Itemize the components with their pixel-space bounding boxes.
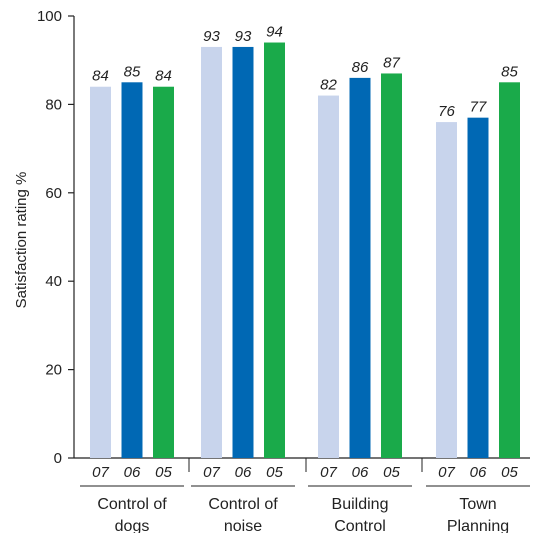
series-label-05: 05 [501, 464, 518, 481]
series-label-05: 05 [383, 464, 400, 481]
y-ticks: 0 20 40 60 80 100 [37, 8, 74, 467]
group-separators [188, 458, 423, 472]
bar-06 [232, 46, 254, 458]
bar-07 [201, 46, 222, 458]
series-label-06: 06 [352, 464, 369, 481]
value-label: 82 [320, 77, 337, 94]
bar-06 [121, 82, 143, 459]
value-label: 76 [438, 103, 455, 120]
category-label: Building [332, 496, 389, 513]
value-label: 94 [266, 24, 283, 41]
bar-06 [467, 117, 489, 458]
category-label: Control [334, 518, 386, 533]
bar-05 [499, 82, 520, 459]
y-tick-label: 40 [45, 273, 62, 290]
value-label: 85 [124, 63, 141, 80]
value-label: 85 [501, 63, 518, 80]
series-label-07: 07 [92, 464, 109, 481]
bar-05 [381, 73, 402, 459]
y-tick-label: 0 [54, 450, 62, 467]
bar-05 [264, 42, 285, 459]
series-label-07: 07 [320, 464, 337, 481]
category-label: Control of [97, 496, 167, 513]
y-tick-label: 60 [45, 185, 62, 202]
bar-06 [349, 77, 371, 458]
y-tick-label: 20 [45, 362, 62, 379]
category-label: noise [224, 518, 262, 533]
series-label-06: 06 [470, 464, 487, 481]
value-label: 93 [203, 28, 220, 45]
value-label: 86 [352, 59, 369, 76]
category-label: Control of [208, 496, 278, 513]
series-label-06: 06 [235, 464, 252, 481]
value-label: 84 [155, 68, 172, 85]
bar-07 [90, 86, 111, 458]
value-label: 87 [383, 54, 400, 71]
bars [90, 42, 520, 459]
series-label-05: 05 [266, 464, 283, 481]
value-label: 77 [470, 99, 487, 116]
category-labels: Control of dogs Control of noise Building Con… [80, 485, 530, 533]
value-label: 93 [235, 28, 252, 45]
category-label: Planning [447, 518, 509, 533]
bar-07 [436, 122, 457, 458]
value-label: 84 [92, 68, 109, 85]
value-labels: 84 85 84 93 93 94 82 86 87 76 77 85 [92, 24, 518, 121]
bar-07 [318, 95, 339, 458]
category-label: Town [459, 496, 496, 513]
series-label-05: 05 [155, 464, 172, 481]
series-labels: 07 06 05 07 06 05 07 06 05 07 06 05 [92, 464, 518, 481]
series-label-07: 07 [203, 464, 220, 481]
series-label-06: 06 [124, 464, 141, 481]
y-axis-label: Satisfaction rating % [13, 172, 30, 309]
category-label: dogs [115, 518, 150, 533]
y-tick-label: 100 [37, 8, 62, 25]
bar-05 [153, 86, 174, 458]
y-tick-label: 80 [45, 96, 62, 113]
series-label-07: 07 [438, 464, 455, 481]
